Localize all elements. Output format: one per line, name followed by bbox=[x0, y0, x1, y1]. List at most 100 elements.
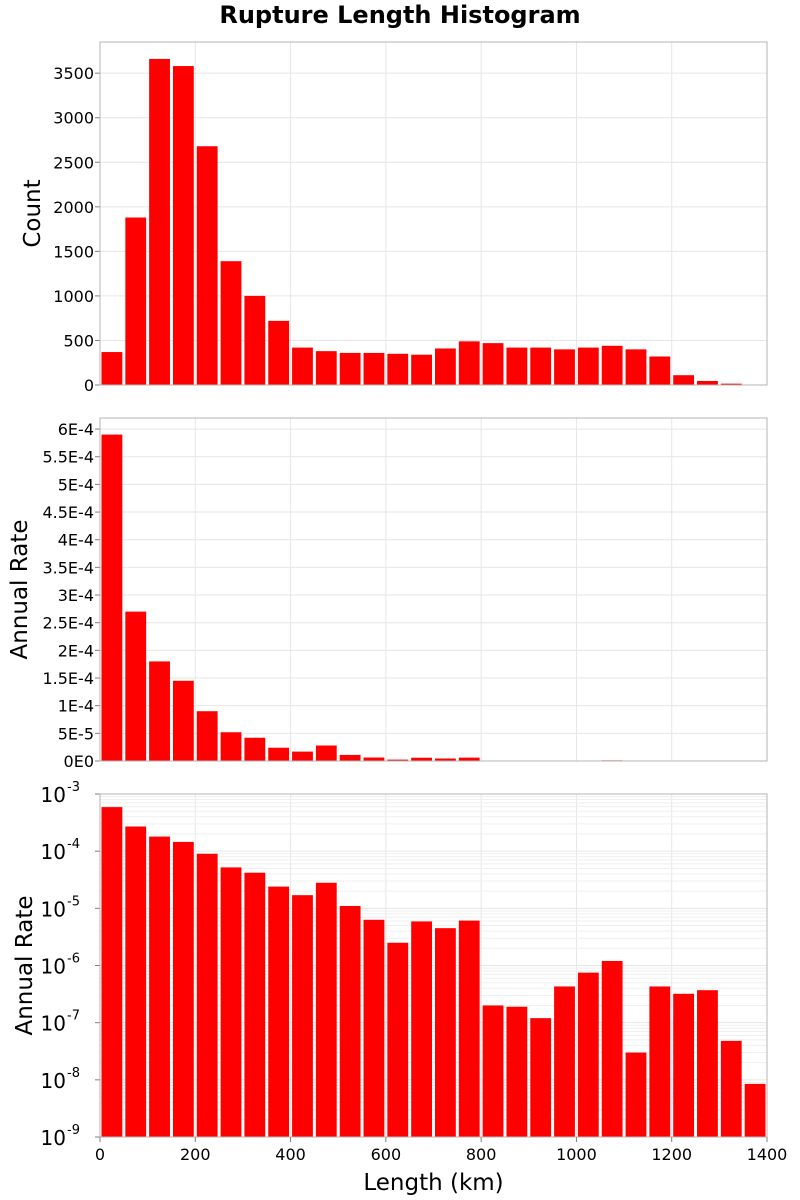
histogram-bar bbox=[220, 732, 242, 761]
histogram-bar bbox=[268, 320, 290, 385]
histogram-bar bbox=[196, 146, 218, 385]
x-tick-label: 1000 bbox=[556, 1145, 597, 1164]
y-tick-label: 5E-5 bbox=[58, 724, 94, 743]
histogram-bar bbox=[577, 347, 599, 385]
histogram-bar bbox=[601, 345, 623, 385]
histogram-bar bbox=[244, 295, 266, 385]
histogram-bar bbox=[554, 986, 575, 1137]
histogram-bar bbox=[292, 347, 313, 385]
y-tick-exponent: -9 bbox=[67, 1123, 80, 1138]
histogram-bar bbox=[506, 347, 528, 385]
y-tick-exponent: -7 bbox=[67, 1009, 80, 1024]
histogram-bar bbox=[673, 375, 695, 385]
histogram-bar bbox=[744, 1083, 766, 1137]
histogram-bar bbox=[172, 66, 194, 386]
histogram-bar bbox=[101, 352, 123, 385]
y-tick-label: 4E-4 bbox=[58, 531, 94, 550]
histogram-bar bbox=[101, 434, 123, 761]
histogram-bar bbox=[268, 886, 290, 1137]
histogram-bar bbox=[649, 986, 671, 1137]
plot-frame bbox=[99, 417, 768, 762]
histogram-bar bbox=[625, 349, 647, 385]
histogram-bar bbox=[649, 356, 671, 385]
histogram-bar bbox=[339, 352, 361, 385]
x-tick-label: 400 bbox=[275, 1145, 306, 1164]
histogram-bar bbox=[387, 942, 409, 1137]
y-tick-exponent: -6 bbox=[67, 952, 80, 967]
histogram-bar bbox=[196, 853, 218, 1137]
histogram-bar bbox=[101, 807, 123, 1137]
y-tick-exponent: -4 bbox=[67, 837, 80, 852]
histogram-bar bbox=[292, 895, 313, 1137]
histogram-bar bbox=[458, 920, 480, 1137]
histogram-bar bbox=[268, 747, 290, 761]
histogram-bar bbox=[172, 841, 194, 1137]
y-tick-label: 1000 bbox=[53, 287, 94, 306]
histogram-bar bbox=[172, 680, 194, 761]
histogram-bar bbox=[482, 343, 504, 385]
histogram-bar bbox=[435, 928, 456, 1137]
y-tick-label: 0 bbox=[84, 376, 94, 395]
y-tick-label: 10 bbox=[41, 1126, 66, 1150]
histogram-bar bbox=[196, 711, 218, 761]
y-tick-label: 3500 bbox=[53, 64, 94, 83]
histogram-bar bbox=[697, 380, 718, 385]
histogram-bar bbox=[530, 347, 552, 385]
plot-frame bbox=[99, 793, 768, 1138]
y-tick-exponent: -8 bbox=[67, 1066, 80, 1081]
x-tick-label: 1200 bbox=[651, 1145, 692, 1164]
histogram-bar bbox=[601, 960, 623, 1137]
histogram-bar bbox=[220, 261, 242, 385]
histogram-bar bbox=[435, 758, 456, 761]
chart-title: Rupture Length Histogram bbox=[219, 1, 580, 29]
histogram-bar bbox=[530, 1018, 552, 1137]
histogram-bar bbox=[315, 745, 337, 761]
histogram-bar bbox=[458, 757, 480, 761]
histogram-bar bbox=[125, 826, 147, 1137]
histogram-bar bbox=[411, 921, 432, 1137]
histogram-bar bbox=[673, 993, 695, 1137]
y-axis-label: Count bbox=[20, 179, 46, 247]
y-tick-exponent: -5 bbox=[67, 894, 80, 909]
y-tick-label: 2000 bbox=[53, 198, 94, 217]
histogram-bar bbox=[554, 349, 575, 385]
y-tick-label: 5E-4 bbox=[58, 475, 94, 494]
histogram-bar bbox=[339, 905, 361, 1137]
y-tick-label: 5.5E-4 bbox=[42, 448, 94, 467]
histogram-bar bbox=[435, 348, 456, 385]
y-axis-label: Annual Rate bbox=[12, 896, 38, 1036]
histogram-bar bbox=[125, 217, 147, 385]
y-tick-label: 4.5E-4 bbox=[42, 503, 94, 522]
y-tick-label: 3E-4 bbox=[58, 586, 94, 605]
histogram-bar bbox=[506, 1006, 528, 1137]
y-tick-exponent: -3 bbox=[67, 780, 80, 795]
histogram-bar bbox=[220, 867, 242, 1137]
histogram-bar bbox=[292, 751, 313, 761]
histogram-bar bbox=[720, 383, 742, 385]
histogram-bar bbox=[363, 352, 385, 385]
y-axis-label: Annual Rate bbox=[7, 520, 33, 660]
histogram-bar bbox=[482, 1005, 504, 1137]
x-tick-label: 0 bbox=[95, 1145, 105, 1164]
histogram-bar bbox=[125, 611, 147, 761]
y-tick-label: 3.5E-4 bbox=[42, 558, 94, 577]
y-tick-label: 1E-4 bbox=[58, 697, 94, 716]
y-tick-label: 10 bbox=[41, 1069, 66, 1093]
y-tick-label: 10 bbox=[41, 897, 66, 921]
x-tick-label: 200 bbox=[180, 1145, 211, 1164]
histogram-bar bbox=[625, 1052, 647, 1137]
y-tick-label: 2.5E-4 bbox=[42, 614, 94, 633]
y-tick-label: 10 bbox=[41, 783, 66, 807]
histogram-bar bbox=[339, 754, 361, 761]
panel-2: 0E0 5E-5 1E-4 1.5E-4 2E-4 2.5E-4 3E-4 3.5E-4 4E-… bbox=[7, 417, 768, 771]
y-tick-label: 2E-4 bbox=[58, 641, 94, 660]
histogram-bar bbox=[244, 737, 266, 761]
y-tick-label: 500 bbox=[63, 331, 94, 350]
histogram-bar bbox=[149, 58, 170, 385]
y-tick-label: 6E-4 bbox=[58, 420, 94, 439]
histogram-bar bbox=[363, 919, 385, 1137]
histogram-bar bbox=[149, 836, 170, 1137]
y-tick-label: 1500 bbox=[53, 242, 94, 261]
